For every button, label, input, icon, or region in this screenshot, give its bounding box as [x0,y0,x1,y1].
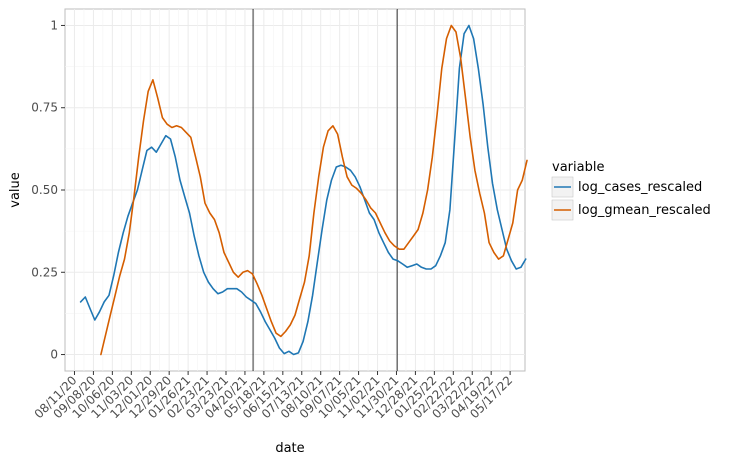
series-line-log-cases-rescaled [79,24,527,356]
y-tick-label: 0 [50,348,58,362]
x-axis: 08/11/2009/08/2010/06/2011/03/2012/01/20… [32,371,515,421]
legend-label: log_cases_rescaled [578,180,702,195]
legend: variable log_cases_rescaled log_gmean_res… [551,160,711,221]
y-tick-label: 0.25 [31,265,58,279]
reference-lines [252,9,398,371]
grid [65,9,525,371]
legend-label: log_gmean_rescaled [578,203,711,218]
y-tick-label: 0.50 [31,183,58,197]
legend-title: variable [552,160,604,175]
y-axis: 0 0.25 0.50 0.75 1 [31,18,65,362]
series-line-log-gmean-rescaled [100,24,528,356]
y-tick-label: 1 [50,18,58,32]
y-tick-label: 0.75 [31,101,58,115]
y-axis-title: value [8,172,23,208]
series-layer [79,24,528,356]
x-axis-title: date [275,441,304,456]
